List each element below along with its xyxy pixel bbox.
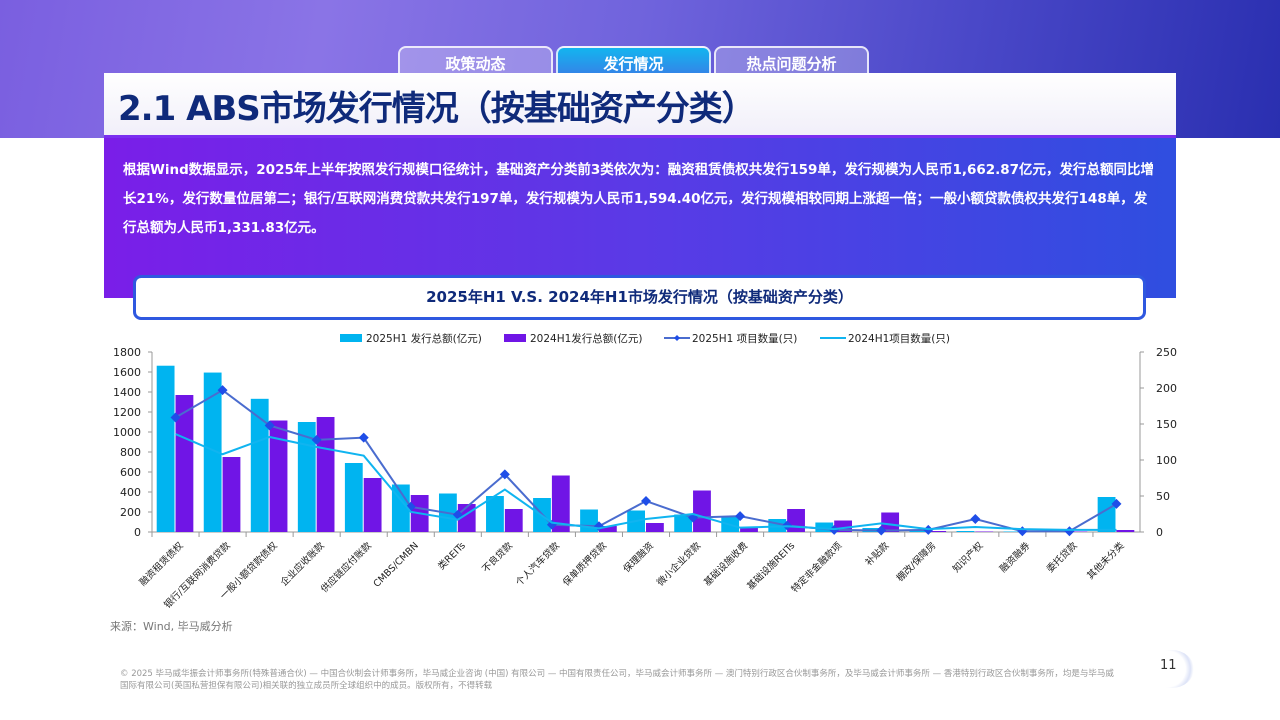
bar-2024 xyxy=(551,475,570,532)
bar-2024 xyxy=(363,478,382,532)
bar-2024 xyxy=(1069,531,1088,532)
category-label: 其他未分类 xyxy=(1085,539,1127,581)
bar-2025 xyxy=(815,522,834,532)
category-label: 保理融资 xyxy=(621,539,657,575)
right-tick-label: 0 xyxy=(1156,526,1163,539)
category-label: 融资租赁债权 xyxy=(137,539,186,588)
bar-2025 xyxy=(486,496,504,532)
point-2025-count xyxy=(358,432,369,443)
category-label: 不良贷款 xyxy=(480,539,516,575)
line-2024-count xyxy=(175,433,1117,531)
bar-2024 xyxy=(269,420,288,532)
category-label: 融资融券 xyxy=(997,539,1033,575)
bar-2025 xyxy=(909,530,928,532)
copyright-footer: © 2025 毕马威华振会计师事务所(特殊普通合伙) — 中国合伙制会计师事务所… xyxy=(120,669,1114,691)
source-note: 来源：Wind, 毕马威分析 xyxy=(110,620,233,633)
category-label: 企业应收账款 xyxy=(278,539,327,588)
bar-2025 xyxy=(956,531,975,532)
left-tick-label: 1800 xyxy=(113,346,141,359)
right-tick-label: 250 xyxy=(1156,346,1177,359)
point-2025-count xyxy=(876,525,887,536)
left-tick-label: 1200 xyxy=(113,406,141,419)
bar-2024 xyxy=(646,523,664,532)
category-label: 个人汽车贷款 xyxy=(513,539,562,588)
bar-2024 xyxy=(787,509,805,532)
page-number: 11 xyxy=(1150,650,1194,688)
legend-marker xyxy=(674,335,680,341)
category-label: 棚改/保障房 xyxy=(894,540,938,584)
bar-2025 xyxy=(674,514,693,532)
right-tick-label: 100 xyxy=(1156,454,1177,467)
left-tick-label: 1000 xyxy=(113,426,141,439)
right-tick-label: 150 xyxy=(1156,418,1177,431)
bar-2025 xyxy=(203,372,222,532)
category-label: CMBS/CMBN xyxy=(371,540,420,589)
left-tick-label: 0 xyxy=(134,526,141,539)
bar-2024 xyxy=(881,512,900,532)
point-2025-count xyxy=(641,496,651,507)
point-2025-count xyxy=(1111,498,1122,509)
point-2025-count xyxy=(688,512,699,523)
category-label: 基础设施收费 xyxy=(701,540,750,589)
page-title: 2.1 ABS市场发行情况（按基础资产分类） xyxy=(118,89,756,129)
bar-2025 xyxy=(156,365,175,532)
left-tick-label: 400 xyxy=(120,486,141,499)
point-2025-count xyxy=(1017,526,1028,537)
bar-2024 xyxy=(740,527,758,532)
point-2025-count xyxy=(170,412,181,423)
chart-title: 2025年H1 V.S. 2024年H1市场发行情况（按基础资产分类） xyxy=(133,275,1146,320)
bar-2025 xyxy=(1003,531,1022,532)
category-label: 知识产权 xyxy=(950,539,986,575)
point-2025-count xyxy=(1064,526,1075,537)
left-tick-label: 1600 xyxy=(113,366,141,379)
point-2025-count xyxy=(264,420,275,431)
bar-2024 xyxy=(1116,530,1135,532)
bar-2024 xyxy=(598,526,617,532)
category-label: 特定非金融款项 xyxy=(789,539,845,595)
legend-swatch xyxy=(340,334,362,342)
bar-2025 xyxy=(250,398,269,532)
legend-label: 2024H1发行总额(亿元) xyxy=(530,332,643,345)
bar-2024 xyxy=(693,490,711,532)
chart: 0 200 400 600 800 1000 1200 1400 1600 1800 0 50 100 1… xyxy=(113,332,1177,611)
category-label: 保单质押贷款 xyxy=(560,539,609,588)
left-tick-label: 800 xyxy=(120,446,141,459)
category-label: 基础设施REITs xyxy=(745,540,798,593)
bar-2025 xyxy=(297,422,316,532)
category-label: 供应链应付账款 xyxy=(318,539,374,595)
point-2025-count xyxy=(546,519,557,530)
left-tick-label: 200 xyxy=(120,506,141,519)
category-label: 类REITs xyxy=(435,540,468,573)
bar-2024 xyxy=(928,531,947,532)
legend-label: 2025H1 发行总额(亿元) xyxy=(366,332,482,345)
bar-2025 xyxy=(391,484,410,532)
point-2025-count xyxy=(970,514,981,525)
point-2025-count xyxy=(217,385,228,396)
right-tick-label: 200 xyxy=(1156,382,1177,395)
category-label: 补贴款 xyxy=(863,539,892,568)
right-tick-label: 50 xyxy=(1156,490,1170,503)
legend-label: 2024H1项目数量(只) xyxy=(848,332,950,345)
bar-2024 xyxy=(834,520,853,532)
point-2025-count xyxy=(499,469,510,480)
bar-2025 xyxy=(344,463,363,532)
left-tick-label: 600 xyxy=(120,466,141,479)
bar-2024 xyxy=(222,457,241,532)
legend-label: 2025H1 项目数量(只) xyxy=(692,332,797,345)
title-bar: 2.1 ABS市场发行情况（按基础资产分类） xyxy=(104,73,1176,138)
category-label: 微小企业贷款 xyxy=(654,539,703,588)
bar-2024 xyxy=(504,509,523,532)
left-tick-label: 1400 xyxy=(113,386,141,399)
bar-2024 xyxy=(175,395,194,532)
category-label: 委托贷款 xyxy=(1044,539,1080,575)
legend-swatch xyxy=(504,334,526,342)
bar-2024 xyxy=(316,417,335,532)
bar-2024 xyxy=(975,531,994,532)
point-2025-count xyxy=(735,511,746,522)
point-2025-count xyxy=(311,434,322,445)
summary-text: 根据Wind数据显示，2025年上半年按照发行规模口径统计，基础资产分类前3类依… xyxy=(104,138,1176,298)
bar-2025 xyxy=(1097,497,1116,532)
